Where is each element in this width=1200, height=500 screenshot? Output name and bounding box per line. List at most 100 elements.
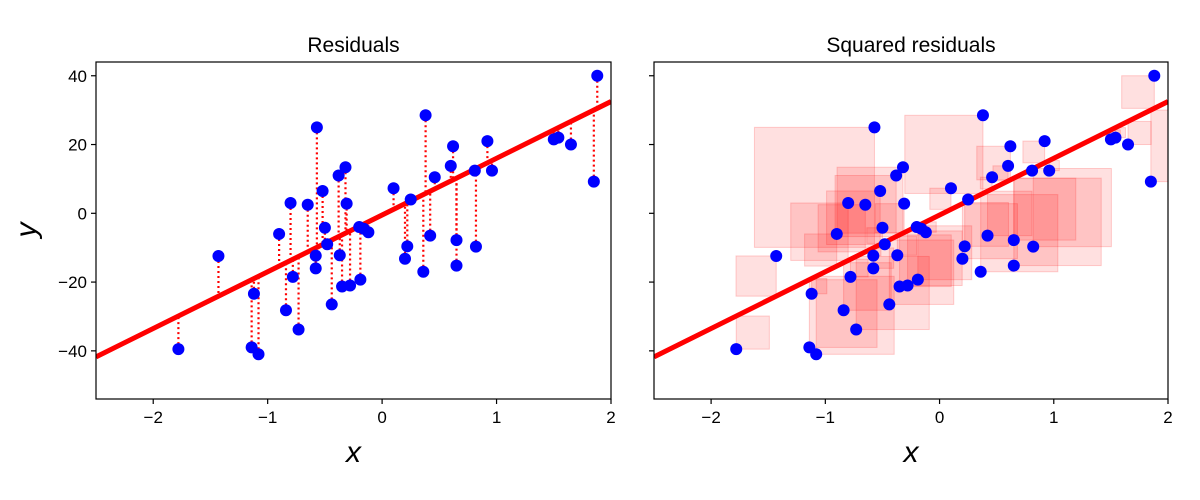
data-point [878, 238, 891, 251]
x-tick-label: −1 [816, 408, 835, 427]
data-point [1148, 69, 1161, 82]
data-point [325, 298, 338, 311]
residual-square [1150, 109, 1168, 183]
data-point [1109, 131, 1122, 144]
data-point [730, 343, 743, 356]
data-point [419, 109, 432, 122]
squared-residuals-x-axis-label: x [902, 436, 920, 469]
data-point [901, 279, 914, 292]
residual-square [1022, 140, 1046, 164]
squared-residuals-axes-frame [653, 61, 1169, 400]
data-point [552, 131, 565, 144]
x-axis-ticks: −2 −1 0 1 2 [144, 399, 616, 427]
data-point [292, 323, 305, 336]
x-axis-ticks: −2 −1 0 1 2 [701, 399, 1173, 427]
data-point [354, 273, 367, 286]
y-tick-label: 0 [78, 204, 87, 223]
data-point [284, 196, 297, 209]
residuals-panel: Residuals −2 −1 0 1 2 −40 −20 0 20 40 x y [10, 34, 616, 469]
y-tick-label: −20 [58, 273, 87, 292]
data-point [424, 229, 437, 242]
data-point [212, 249, 225, 262]
data-points [172, 69, 604, 361]
data-point [286, 270, 299, 283]
x-tick-label: 2 [1163, 408, 1172, 427]
data-point [1038, 135, 1051, 148]
residual-square [896, 235, 918, 256]
data-point [898, 197, 911, 210]
residual-square [843, 262, 892, 311]
data-point [309, 262, 322, 275]
data-point [301, 198, 314, 211]
x-tick-label: −2 [701, 408, 720, 427]
y-tick-label: −40 [58, 342, 87, 361]
data-point [859, 198, 872, 211]
residuals-y-axis-label: y [10, 221, 43, 240]
data-point [344, 279, 357, 292]
data-point [842, 196, 855, 209]
data-point [450, 234, 463, 247]
data-point [876, 221, 889, 234]
data-point [339, 161, 352, 174]
x-tick-label: 0 [935, 408, 944, 427]
data-point [974, 265, 987, 278]
y-axis-ticks [649, 75, 654, 352]
residual-square [815, 275, 895, 355]
residual-square [980, 194, 1059, 273]
data-point [890, 169, 903, 182]
data-point [805, 287, 818, 300]
data-point [911, 273, 924, 286]
data-point [868, 121, 881, 134]
data-point [310, 121, 323, 134]
data-point [447, 140, 460, 153]
data-point [1004, 140, 1017, 153]
residuals-x-axis-label: x [344, 436, 362, 469]
residual-square [987, 190, 1033, 237]
x-tick-label: 1 [492, 408, 501, 427]
residual-square [1013, 177, 1102, 267]
residual-square [1121, 75, 1155, 109]
data-points [730, 69, 1161, 361]
data-point [316, 184, 329, 197]
data-point [333, 249, 346, 262]
data-point [962, 193, 975, 206]
data-point [1002, 159, 1015, 172]
data-point [387, 182, 400, 195]
residual-square [1013, 177, 1077, 241]
data-point [830, 227, 843, 240]
data-point [591, 69, 604, 82]
data-point [770, 249, 783, 262]
data-point [587, 175, 600, 188]
data-point [428, 171, 441, 184]
data-point [1144, 175, 1157, 188]
data-point [1007, 234, 1020, 247]
data-point [321, 238, 334, 251]
data-point [897, 161, 910, 174]
data-point [318, 221, 331, 234]
data-point [485, 164, 498, 177]
fit-line [96, 99, 611, 360]
y-tick-label: 20 [68, 136, 87, 155]
residual-square [735, 255, 777, 297]
y-axis-ticks: −40 −20 0 20 40 [58, 67, 96, 361]
data-point [468, 164, 481, 177]
residual-square [855, 255, 930, 331]
residual-square [817, 204, 866, 253]
residual-square [1032, 167, 1112, 248]
data-point [469, 240, 482, 253]
data-point [417, 265, 430, 278]
data-point [399, 252, 411, 265]
residual-square [899, 234, 952, 288]
data-point [362, 226, 375, 239]
residual-square [929, 187, 952, 210]
residual-square [735, 315, 770, 350]
data-point [279, 304, 292, 317]
data-point [340, 197, 353, 210]
data-point [956, 252, 969, 265]
y-tick-label: 40 [68, 67, 87, 86]
residual-square [1127, 120, 1152, 146]
data-point [1027, 240, 1040, 253]
data-point [564, 138, 577, 151]
data-point [810, 348, 823, 361]
